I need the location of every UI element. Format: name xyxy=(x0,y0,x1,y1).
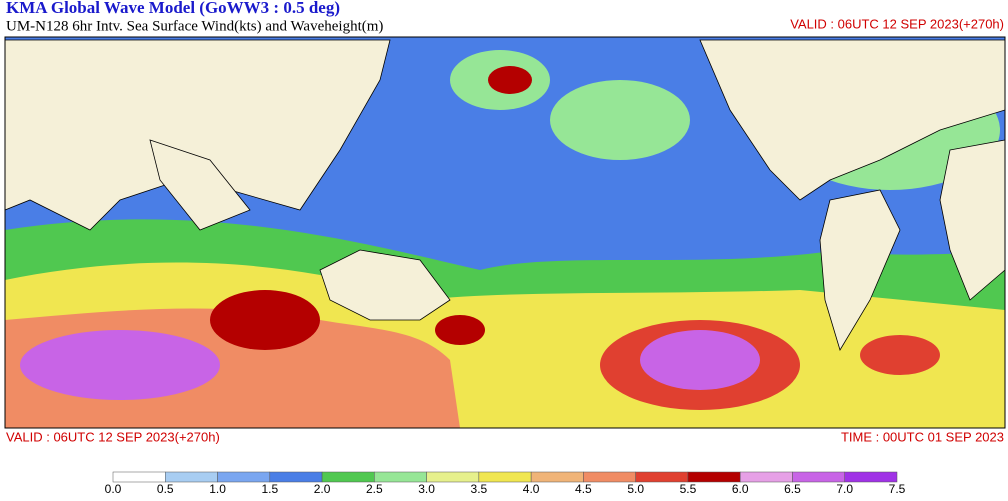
wave-zone xyxy=(435,315,485,345)
colorbar-label: 7.0 xyxy=(836,482,853,496)
colorbar-segment xyxy=(530,471,584,483)
colorbar-label: 1.5 xyxy=(261,482,278,496)
land xyxy=(149,139,251,231)
wave-zone xyxy=(20,330,220,400)
land xyxy=(319,249,451,321)
colorbar-segment xyxy=(374,471,427,483)
valid-time-bottom: VALID : 06UTC 12 SEP 2023(+270h) xyxy=(6,429,220,444)
colorbar-label: 5.5 xyxy=(680,482,697,496)
colorbar-label: 4.5 xyxy=(575,482,592,496)
colorbar-label: 6.5 xyxy=(784,482,801,496)
colorbar-label: 4.0 xyxy=(523,482,540,496)
colorbar-segment xyxy=(165,471,218,483)
colorbar-segment xyxy=(792,471,845,483)
colorbar-segment xyxy=(687,471,741,483)
valid-time: VALID : 06UTC 12 SEP 2023(+270h) xyxy=(790,16,1004,31)
wave-zone xyxy=(210,290,320,350)
colorbar-segment xyxy=(112,471,166,483)
colorbar-segment xyxy=(269,471,323,483)
map-frame xyxy=(4,36,1006,429)
colorbar-label: 3.5 xyxy=(471,482,488,496)
colorbar-label: 2.0 xyxy=(314,482,331,496)
init-time: TIME : 00UTC 01 SEP 2023 xyxy=(841,429,1004,444)
colorbar-segment xyxy=(217,471,271,483)
title: KMA Global Wave Model (GoWW3 : 0.5 deg) xyxy=(6,0,340,17)
colorbar-segment xyxy=(844,471,898,483)
wave-zone xyxy=(550,80,690,160)
colorbar-segment xyxy=(739,471,793,483)
colorbar-label: 3.0 xyxy=(418,482,435,496)
colorbar-segment xyxy=(426,471,480,483)
colorbar-label: 2.5 xyxy=(366,482,383,496)
wave-zone xyxy=(640,330,760,390)
subtitle: UM-N128 6hr Intv. Sea Surface Wind(kts) … xyxy=(6,18,383,34)
colorbar-label: 5.0 xyxy=(627,482,644,496)
colorbar-label: 0.5 xyxy=(157,482,174,496)
wave-zone xyxy=(860,335,940,375)
colorbar-segment xyxy=(321,471,375,483)
colorbar-segment xyxy=(478,471,532,483)
colorbar-label: 0.0 xyxy=(105,482,122,496)
colorbar: 0.0 0.5 1.0 1.5 2.0 2.5 3.0 3.5 4.0 4.5 5.0 5.5 6.0 6… xyxy=(105,471,906,496)
colorbar-label: 1.0 xyxy=(209,482,226,496)
colorbar-label: 7.5 xyxy=(889,482,906,496)
colorbar-label: 6.0 xyxy=(732,482,749,496)
colorbar-segment xyxy=(583,471,636,483)
wave-zone xyxy=(488,66,532,94)
map xyxy=(4,36,1006,429)
land xyxy=(819,189,901,351)
colorbar-segment xyxy=(635,471,689,483)
